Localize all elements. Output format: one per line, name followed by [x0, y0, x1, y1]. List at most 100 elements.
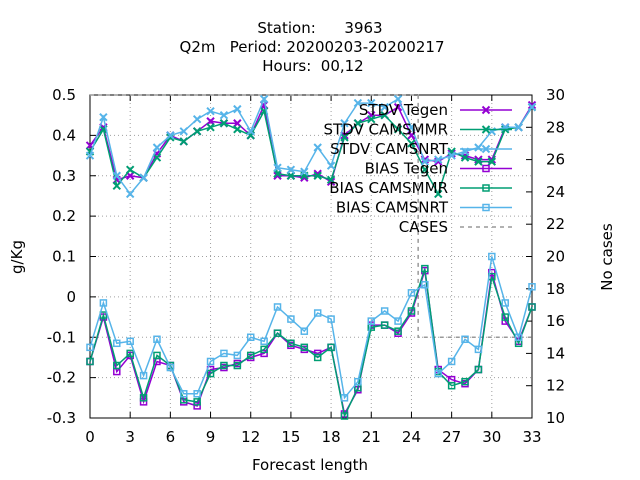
data-point [474, 345, 483, 354]
data-point [394, 317, 402, 325]
x-tick-label: 15 [281, 428, 300, 446]
data-point [193, 390, 201, 398]
legend-label: BIAS Tegen [365, 160, 448, 178]
data-point [166, 363, 175, 372]
y2-tick-label: 26 [546, 151, 565, 169]
y-axis-label: g/Kg [8, 240, 26, 274]
data-point [260, 349, 268, 358]
series-bias-camsnrt [86, 252, 536, 402]
x-tick-label: 6 [166, 428, 176, 446]
data-point [179, 137, 188, 146]
data-point [313, 349, 322, 358]
data-point [193, 402, 201, 410]
series-layer [85, 94, 537, 420]
legend-marker [481, 144, 491, 154]
y-tick-label: 0.2 [52, 207, 76, 225]
data-point [152, 153, 162, 162]
y2-tick-label: 24 [546, 183, 565, 201]
data-point [474, 157, 483, 166]
series-stdv-camsnrt [85, 94, 537, 199]
data-point [447, 381, 456, 390]
data-point [340, 412, 349, 420]
data-point [393, 94, 403, 104]
data-point [434, 155, 443, 164]
data-point [380, 110, 389, 120]
chart-title-line-3: Hours: 00,12 [262, 57, 363, 75]
y2-tick-label: 22 [546, 215, 565, 233]
data-point [380, 321, 389, 329]
data-point [353, 98, 363, 108]
data-point [501, 313, 509, 321]
data-point [220, 349, 228, 358]
data-point [407, 139, 416, 148]
data-point [528, 283, 536, 291]
x-tick-label: 12 [241, 428, 260, 446]
data-point [487, 157, 497, 166]
data-point [85, 151, 95, 160]
y2-tick-label: 12 [546, 377, 565, 395]
data-point [340, 394, 349, 402]
x-tick-label: 3 [125, 428, 135, 446]
data-point [461, 377, 469, 386]
data-point [300, 343, 309, 352]
series-line [89, 256, 533, 400]
data-point [407, 123, 416, 132]
data-point [407, 307, 416, 315]
data-point [139, 173, 148, 182]
data-point [420, 157, 430, 166]
data-point [273, 163, 282, 172]
data-point [246, 127, 255, 136]
data-point [126, 349, 134, 358]
data-point [313, 309, 322, 317]
series-bias-camsmmr [86, 264, 536, 420]
y2-tick-label: 18 [546, 280, 565, 298]
data-point [113, 361, 121, 370]
data-point [233, 125, 242, 134]
data-point [421, 281, 429, 289]
x-tick-label: 18 [322, 428, 341, 446]
legend-label: BIAS CAMSNRT [336, 199, 449, 217]
data-point [420, 165, 430, 174]
chart-title-line-1: Station: 3963 [257, 19, 382, 37]
data-point [86, 357, 94, 366]
data-point [206, 106, 215, 116]
y-tick-label: -0.3 [47, 409, 76, 427]
series-line [89, 106, 533, 196]
data-point [273, 329, 282, 337]
data-point [501, 299, 509, 307]
data-point [300, 327, 309, 335]
series-cases [90, 94, 532, 338]
y-tick-label: -0.2 [47, 369, 76, 387]
data-point [326, 175, 336, 184]
data-point [326, 161, 336, 170]
y-tick-label: -0.1 [47, 328, 76, 346]
data-point [367, 115, 376, 124]
data-point [233, 351, 242, 360]
data-point [139, 394, 148, 402]
legend-label: CASES [399, 218, 448, 236]
series-line [89, 102, 533, 183]
data-point [354, 377, 362, 386]
data-point [380, 307, 389, 315]
data-point [233, 104, 242, 114]
data-point [260, 345, 268, 354]
legend-marker [481, 105, 491, 115]
data-point [153, 351, 161, 360]
data-point [99, 112, 108, 122]
data-point [219, 119, 229, 128]
data-point [139, 371, 148, 380]
data-point [180, 390, 188, 398]
data-point [287, 315, 295, 323]
data-point [219, 110, 229, 120]
data-point [327, 315, 335, 323]
data-point [434, 369, 442, 378]
data-point [206, 357, 215, 366]
chart-title-line-2: Q2m Period: 20200203-20200217 [180, 38, 445, 56]
data-point [152, 143, 162, 152]
data-point [220, 361, 228, 370]
y2-tick-label: 16 [546, 312, 565, 330]
data-point [421, 264, 429, 273]
series-line [89, 270, 533, 417]
data-point [246, 333, 255, 341]
